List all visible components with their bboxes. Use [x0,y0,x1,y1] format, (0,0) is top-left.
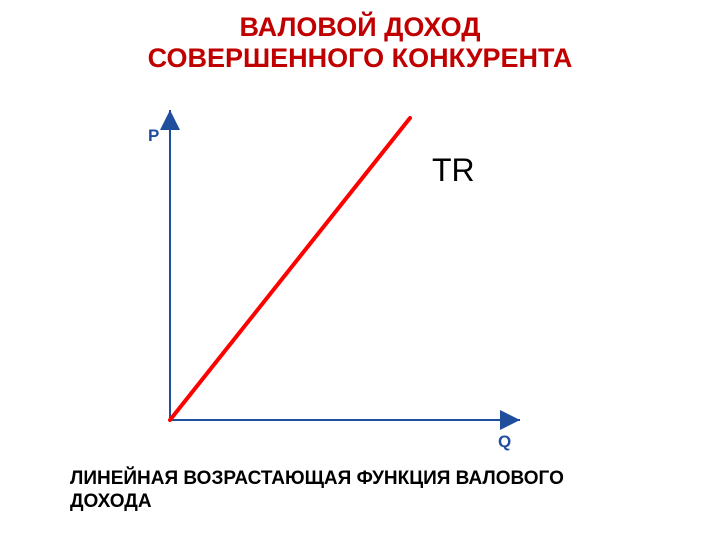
slide-container: { "title": { "text": "ВАЛОВОЙ ДОХОД\nСОВ… [0,0,720,540]
chart-svg [0,0,720,540]
y-axis-label: P [148,126,159,146]
x-axis-label: Q [498,432,511,452]
tr-line [170,118,410,420]
tr-line-label: TR [432,152,475,189]
slide-caption: ЛИНЕЙНАЯ ВОЗРАСТАЮЩАЯ ФУНКЦИЯ ВАЛОВОГО Д… [70,468,650,514]
